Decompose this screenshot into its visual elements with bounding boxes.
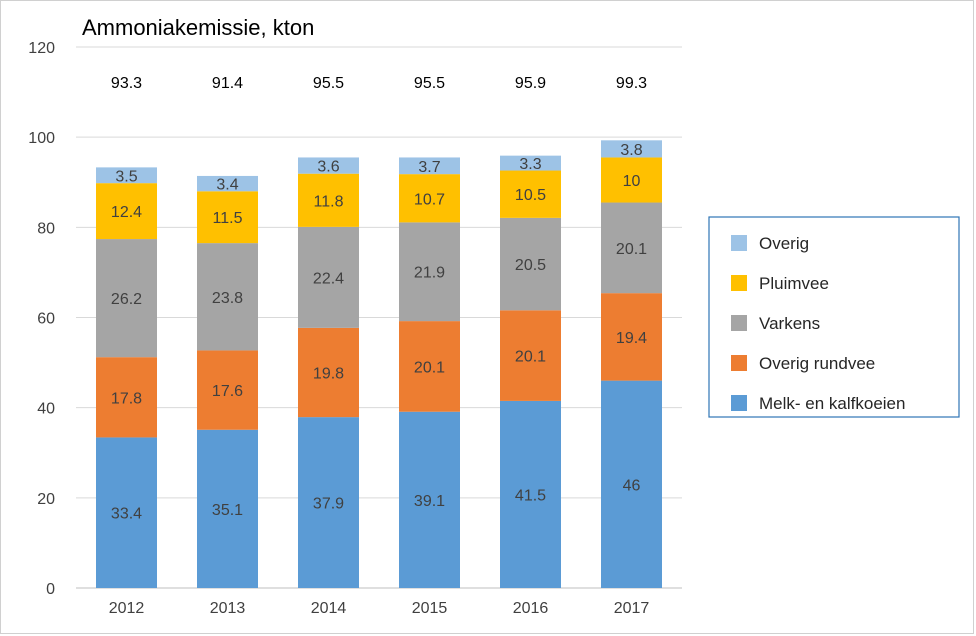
bar-segment [500,170,561,218]
data-label: 10 [623,173,641,190]
bar-segment [601,380,662,588]
x-tick-label: 2017 [614,600,650,617]
bar-segment [601,293,662,381]
data-label: 19.8 [313,366,344,383]
data-label: 20.5 [515,257,546,274]
bar-segment [197,350,258,430]
bar-segment [399,157,460,175]
x-tick-label: 2015 [412,600,448,617]
bar-segment [601,202,662,294]
data-label: 20.1 [414,359,445,376]
data-label: 26.2 [111,291,142,308]
data-label: 19.4 [616,330,647,347]
data-label: 3.3 [519,156,541,173]
y-tick-label: 20 [37,491,55,508]
data-label: 20.1 [616,241,647,258]
data-label: 10.5 [515,187,546,204]
total-label: 95.9 [515,75,546,92]
data-label: 21.9 [414,265,445,282]
legend: Overig Pluimvee Varkens Overig rundvee Melk-… [708,216,960,418]
x-tick-label: 2016 [513,600,549,617]
y-tick-label: 80 [37,220,55,237]
legend-swatch [731,395,747,411]
y-tick-label: 120 [28,40,55,57]
data-label: 3.4 [216,177,238,194]
bar-segment [96,357,157,438]
y-tick-label: 60 [37,311,55,328]
bar-segment [197,243,258,351]
legend-label: Overig rundvee [759,354,875,373]
bars: 33.4 17.8 26.2 12.4 3.5 35.1 17.6 23.8 11.5 3.4 37… [96,140,662,588]
bar-segment [399,222,460,322]
bar-segment [399,321,460,412]
total-labels: 93.3 91.4 95.5 95.5 95.9 99.3 [111,75,647,92]
total-label: 95.5 [313,75,344,92]
legend-label: Overig [759,234,809,253]
legend-swatch [731,235,747,251]
data-label: 37.9 [313,496,344,513]
bar-segment [601,140,662,158]
bar-segment [96,437,157,588]
data-label: 3.6 [317,159,339,176]
grid-lines [76,46,682,589]
x-tick-label: 2012 [109,600,145,617]
data-label: 17.6 [212,383,243,400]
data-label: 17.8 [111,390,142,407]
data-label: 10.7 [414,191,445,208]
bar-segment [298,173,359,227]
total-label: 95.5 [414,75,445,92]
bar-segment [96,167,157,184]
legend-swatch [731,315,747,331]
total-label: 99.3 [616,75,647,92]
legend-swatch [731,355,747,371]
bar-segment [500,217,561,311]
data-label: 3.8 [620,142,642,159]
bar-segment [298,417,359,588]
legend-label: Pluimvee [759,274,829,293]
bar-segment [500,310,561,401]
bar-segment [96,183,157,240]
x-axis: 2012 2013 2014 2015 2016 2017 [109,600,650,617]
chart-title: Ammoniakemissie, kton [82,15,314,40]
data-label: 33.4 [111,506,142,523]
bar-segment [197,175,258,192]
data-label: 22.4 [313,270,344,287]
legend-label: Melk- en kalfkoeien [759,394,905,413]
data-label: 23.8 [212,290,243,307]
x-tick-label: 2013 [210,600,246,617]
data-label: 3.7 [418,159,440,176]
legend-swatch [731,275,747,291]
y-axis: 0 20 40 60 80 100 120 [28,40,55,598]
x-tick-label: 2014 [311,600,347,617]
bar-segment [500,400,561,588]
y-tick-label: 100 [28,130,55,147]
total-label: 91.4 [212,75,243,92]
y-tick-label: 0 [46,581,55,598]
bar-segment [197,191,258,244]
bar-segment [601,157,662,203]
data-label: 39.1 [414,493,445,510]
data-label: 11.8 [314,193,344,210]
bar-segment [500,155,561,171]
y-tick-label: 40 [37,401,55,418]
data-label: 12.4 [111,204,142,221]
bar-segment [96,239,157,358]
data-label: 41.5 [515,487,546,504]
bar-segment [298,157,359,174]
bar-segment [298,327,359,418]
bar-segment [399,174,460,223]
data-label: 46 [623,477,641,494]
legend-box [708,216,960,418]
bar-segment [197,429,258,588]
total-label: 93.3 [111,75,142,92]
data-label: 11.5 [213,210,243,227]
data-label: 20.1 [515,349,546,366]
data-label: 3.5 [115,168,137,185]
data-label: 35.1 [212,502,243,519]
legend-label: Varkens [759,314,820,333]
bar-segment [399,411,460,588]
bar-segment [298,226,359,328]
